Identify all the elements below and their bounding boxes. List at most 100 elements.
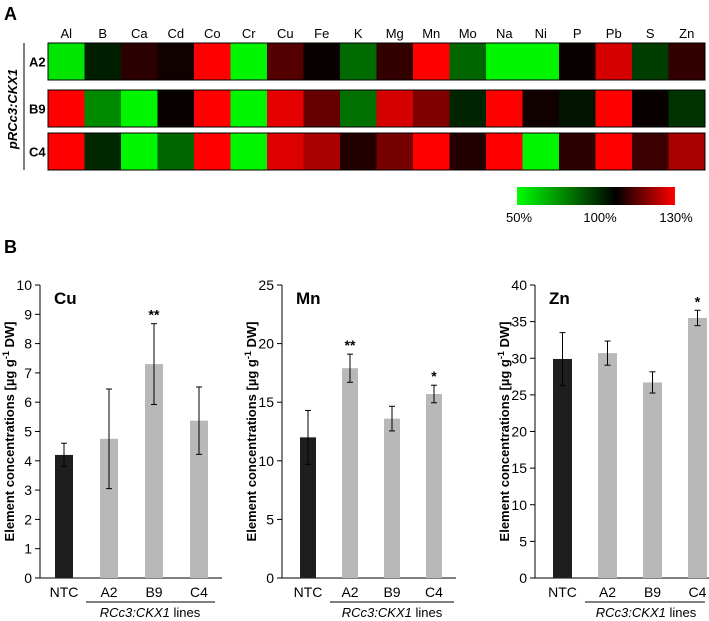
mn-y-tick-label-25: 25 — [258, 277, 274, 293]
heatmap-col-label-cu: Cu — [277, 26, 294, 41]
heatmap-cell-a2-s — [632, 43, 669, 80]
bar-chart-mn: 0 5 10 15 20 25 Mn Element concentrations [µg g… — [243, 277, 456, 620]
mn-bar-b9 — [384, 418, 400, 578]
heatmap-cell-a2-p — [559, 43, 596, 80]
heatmap-cell-b9-fe — [303, 90, 340, 127]
heatmap-cell-c4-co — [194, 133, 231, 170]
heatmap-col-label-zn: Zn — [679, 26, 694, 41]
mn-title: Mn — [296, 289, 321, 308]
heatmap-cell-b9-ca — [121, 90, 158, 127]
zn-y-tick-label-30: 30 — [511, 350, 527, 366]
heatmap-cell-b9-pb — [595, 90, 632, 127]
heatmap-cell-a2-mn — [413, 43, 450, 80]
heatmap-col-label-na: Na — [496, 26, 513, 41]
cu-bar-a2 — [100, 438, 118, 578]
cu-y-tick-label-9: 9 — [24, 306, 32, 322]
zn-y-tick-label-10: 10 — [511, 497, 527, 513]
heatmap-col-label-ni: Ni — [535, 26, 547, 41]
mn-y-tick-label-5: 5 — [266, 511, 274, 527]
heatmap-cell-c4-mn — [413, 133, 450, 170]
heatmap-cell-c4-b — [84, 133, 121, 170]
cu-y-tick-label-7: 7 — [24, 365, 32, 381]
heatmap-cell-c4-al — [48, 133, 85, 170]
mn-x-tick-label-ntc: NTC — [294, 584, 323, 600]
cu-y-tick-label-3: 3 — [24, 482, 32, 498]
heatmap-cell-b9-ni — [522, 90, 559, 127]
colorbar-label-mid: 100% — [583, 210, 617, 225]
heatmap-cell-b9-p — [559, 90, 596, 127]
heatmap-cell-c4-cr — [230, 133, 267, 170]
heatmap-cell-a2-cr — [230, 43, 267, 80]
heatmap-cell-c4-k — [340, 133, 377, 170]
panel-a-heatmap: A Al B Ca Cd Co Cr Cu Fe K Mg Mn Mo Na Ni P Pb S Zn A2 B9 C… — [4, 4, 706, 225]
heatmap-row-frame-b9 — [47, 89, 706, 128]
cu-x-axis-label: RCc3:CKX1 lines — [100, 605, 201, 620]
heatmap-cell-b9-k — [340, 90, 377, 127]
cu-y-tick-label-10: 10 — [16, 277, 32, 293]
heatmap-cell-c4-mg — [376, 133, 413, 170]
heatmap-cell-b9-cr — [230, 90, 267, 127]
zn-x-axis-label: RCc3:CKX1 lines — [596, 605, 697, 620]
cu-y-tick-label-0: 0 — [24, 570, 32, 586]
heatmap-cell-b9-mn — [413, 90, 450, 127]
mn-x-tick-label-a2: A2 — [341, 584, 358, 600]
mn-y-tick-label-15: 15 — [258, 394, 274, 410]
heatmap-cell-c4-cd — [157, 133, 194, 170]
mn-y-tick-label-20: 20 — [258, 336, 274, 352]
cu-y-tick-label-2: 2 — [24, 511, 32, 527]
mn-significance-a2: ** — [345, 337, 356, 353]
heatmap-row-label-c4: C4 — [29, 145, 46, 160]
panel-a-label: A — [4, 4, 17, 24]
heatmap-cell-c4-p — [559, 133, 596, 170]
mn-x-axis-label: RCc3:CKX1 lines — [342, 605, 443, 620]
mn-bar-ntc — [300, 437, 316, 578]
heatmap-cell-b9-mg — [376, 90, 413, 127]
heatmap-cell-a2-b — [84, 43, 121, 80]
mn-y-axis-label: Element concentrations [µg g-1 DW] — [243, 322, 259, 542]
zn-x-tick-label-b9: B9 — [644, 584, 661, 600]
heatmap-cell-a2-mg — [376, 43, 413, 80]
heatmap-row-label-a2: A2 — [29, 55, 46, 70]
heatmap-row-frame-a2 — [47, 42, 706, 81]
heatmap-cell-b9-zn — [668, 90, 705, 127]
cu-title: Cu — [54, 289, 77, 308]
cu-y-tick-label-1: 1 — [24, 541, 32, 557]
heatmap-col-label-k: K — [354, 26, 363, 41]
cu-x-tick-label-ntc: NTC — [50, 584, 79, 600]
cu-significance-b9: ** — [149, 307, 160, 323]
cu-bar-c4 — [190, 420, 208, 578]
zn-y-tick-label-35: 35 — [511, 314, 527, 330]
cu-x-tick-label-b9: B9 — [145, 584, 162, 600]
heatmap-cell-b9-cd — [157, 90, 194, 127]
heatmap-cell-a2-fe — [303, 43, 340, 80]
zn-x-tick-label-c4: C4 — [689, 584, 707, 600]
heatmap-col-label-b: B — [98, 26, 107, 41]
heatmap-cell-b9-al — [48, 90, 85, 127]
zn-y-axis-label: Element concentrations [µg g-1 DW] — [496, 322, 512, 542]
cu-x-tick-label-a2: A2 — [100, 584, 117, 600]
cu-y-tick-label-6: 6 — [24, 394, 32, 410]
cu-bar-b9 — [145, 364, 163, 578]
cu-bar-ntc — [55, 454, 73, 578]
heatmap-col-label-mn: Mn — [422, 26, 440, 41]
heatmap-cell-c4-zn — [668, 133, 705, 170]
zn-y-tick-label-20: 20 — [511, 424, 527, 440]
colorbar-label-max: 130% — [659, 210, 693, 225]
heatmap-cell-a2-al — [48, 43, 85, 80]
zn-y-tick-label-5: 5 — [519, 533, 527, 549]
mn-bar-a2 — [342, 368, 358, 578]
heatmap-cell-a2-mo — [449, 43, 486, 80]
cu-y-axis-label: Element concentrations [µg g-1 DW] — [1, 322, 17, 542]
cu-y-tick-label-5: 5 — [24, 424, 32, 440]
genotype-label: pRCc3:CKX1 — [5, 69, 20, 150]
cu-y-tick-label-4: 4 — [24, 453, 32, 469]
heatmap-col-label-cd: Cd — [167, 26, 184, 41]
heatmap-row-frame-c4 — [47, 132, 706, 171]
zn-y-tick-label-25: 25 — [511, 387, 527, 403]
mn-bar-c4 — [426, 393, 442, 578]
heatmap-cell-c4-cu — [267, 133, 304, 170]
heatmap-cell-c4-pb — [595, 133, 632, 170]
bar-chart-zn: 0 5 10 15 20 25 30 35 40 Zn Element concentrations… — [496, 277, 709, 620]
heatmap-cell-b9-na — [486, 90, 523, 127]
